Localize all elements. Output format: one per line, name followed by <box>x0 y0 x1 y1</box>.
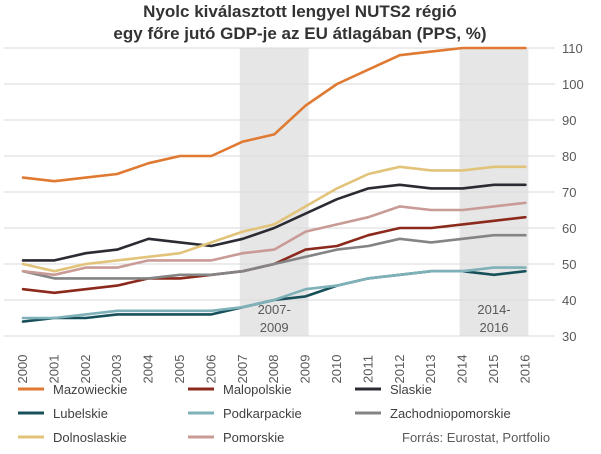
legend-label: Slaskie <box>390 382 432 397</box>
y-axis: 30 40 50 60 70 80 90 100 110 <box>562 41 584 344</box>
series-line-podkarpackie <box>21 266 527 320</box>
legend-label: Lubelskie <box>53 406 108 421</box>
series-line-mazowieckie <box>21 46 527 183</box>
x-tick-label: 2001 <box>46 355 61 384</box>
x-tick-label: 2011 <box>360 355 375 383</box>
y-tick-label: 110 <box>562 41 583 56</box>
legend-label: Pomorskie <box>223 430 284 445</box>
legend-label: Podkarpackie <box>223 406 302 421</box>
chart-title-line: Nyolc kiválasztott lengyel NUTS2 régió <box>143 2 457 21</box>
x-tick-label: 2007 <box>235 355 250 384</box>
legend: Mazowieckie Malopolskie Slaskie Lubelskie Po… <box>18 382 511 445</box>
y-tick-label: 70 <box>562 185 576 200</box>
legend-item: Mazowieckie <box>18 382 127 397</box>
legend-item: Dolnoslaskie <box>18 430 127 445</box>
chart-title-line: egy főre jutó GDP-je az EU átlagában (PP… <box>113 24 486 43</box>
y-tick-label: 80 <box>562 149 576 164</box>
legend-label: Dolnoslaskie <box>53 430 127 445</box>
period-label: 2009 <box>260 320 289 335</box>
legend-item: Zachodniopomorskie <box>355 406 511 421</box>
legend-item: Podkarpackie <box>188 406 302 421</box>
y-tick-label: 60 <box>562 221 576 236</box>
x-tick-label: 2000 <box>15 355 30 384</box>
x-tick-label: 2012 <box>392 355 407 384</box>
legend-label: Mazowieckie <box>53 382 127 397</box>
period-label: 2016 <box>480 320 509 335</box>
period-label: 2014- <box>477 302 510 317</box>
x-tick-label: 2010 <box>329 355 344 384</box>
legend-item: Slaskie <box>355 382 432 397</box>
legend-item: Lubelskie <box>18 406 108 421</box>
series-line-zachodniopomorskie <box>21 233 527 280</box>
x-tick-label: 2015 <box>486 355 501 384</box>
series-line-pomorskie <box>21 201 527 277</box>
x-tick-label: 2008 <box>266 355 281 384</box>
x-tick-label: 2014 <box>455 355 470 384</box>
series-line-slaskie <box>21 183 527 262</box>
x-tick-label: 2016 <box>517 355 532 384</box>
y-tick-label: 50 <box>562 257 576 272</box>
source-note: Forrás: Eurostat, Portfolio <box>402 430 550 445</box>
x-tick-label: 2013 <box>423 355 438 384</box>
legend-label: Zachodniopomorskie <box>390 406 511 421</box>
series-line-dolnoslaskie <box>21 165 527 273</box>
legend-label: Malopolskie <box>223 382 292 397</box>
x-tick-label: 2009 <box>298 355 313 384</box>
period-label: 2007- <box>258 302 291 317</box>
x-tick-label: 2002 <box>78 355 93 384</box>
chart-title: Nyolc kiválasztott lengyel NUTS2 régió eg… <box>113 2 486 43</box>
legend-item: Pomorskie <box>188 430 284 445</box>
y-tick-label: 90 <box>562 113 576 128</box>
y-tick-label: 40 <box>562 293 576 308</box>
legend-item: Malopolskie <box>188 382 292 397</box>
x-tick-label: 2005 <box>172 355 187 384</box>
y-tick-label: 30 <box>562 329 576 344</box>
series-lines <box>21 46 527 323</box>
x-tick-label: 2004 <box>141 355 156 384</box>
x-tick-label: 2003 <box>109 355 124 384</box>
period-labels: 2007- 2009 2014- 2016 <box>258 302 511 335</box>
x-tick-label: 2006 <box>203 355 218 384</box>
x-axis: 2000 2001 2002 2003 2004 2005 2006 2007 2008 2009… <box>15 355 532 384</box>
y-tick-label: 100 <box>562 77 584 92</box>
